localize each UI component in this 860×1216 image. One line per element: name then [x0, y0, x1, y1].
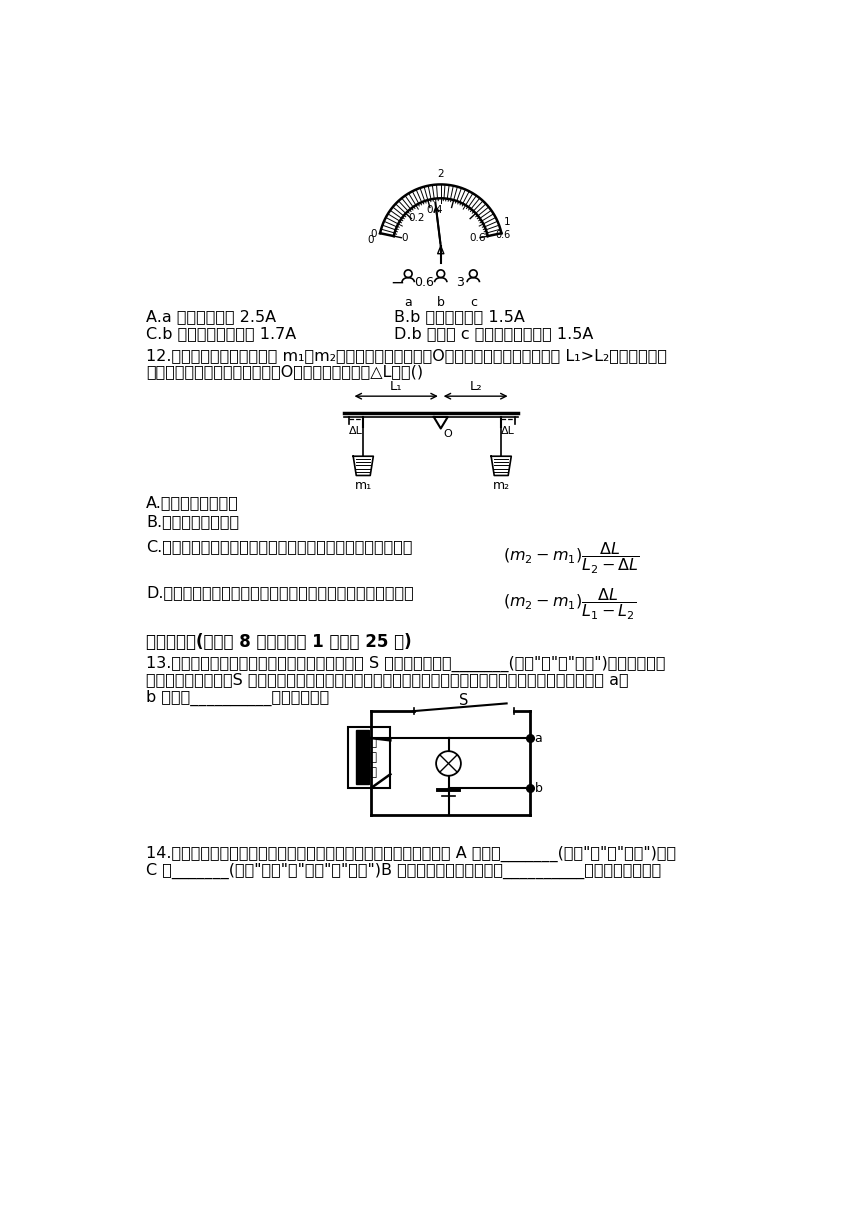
Text: O: O: [443, 429, 452, 439]
Text: L₂: L₂: [470, 381, 482, 393]
Text: a: a: [535, 732, 543, 744]
Text: 重力不计。若将两篮的悬挂点向O点移近相同的距离△L，则(): 重力不计。若将两篮的悬挂点向O点移近相同的距离△L，则(): [146, 365, 423, 379]
Text: 0: 0: [367, 235, 374, 244]
Text: C 点_______(选填"大于"、"小于"或"等于")B 点内能；整个过程是通过__________方式改变内能的。: C 点_______(选填"大于"、"小于"或"等于")B 点内能；整个过程是通…: [146, 863, 661, 879]
Text: 12.如图，用扁担担起质量为 m₁、m₂的货物，当人的肩处于O点时，扁担水平平衡，已知 L₁>L₂，扁担和篮的: 12.如图，用扁担担起质量为 m₁、m₂的货物，当人的肩处于O点时，扁担水平平衡…: [146, 348, 667, 362]
Text: m₂: m₂: [493, 479, 510, 491]
Text: 0.4: 0.4: [426, 204, 443, 214]
Text: 13.某定时炸弹，其引爆装置如图所示，定时开关 S 闭合后起爆器中_______(选填"有"或"没有")电流通过；当: 13.某定时炸弹，其引爆装置如图所示，定时开关 S 闭合后起爆器中_______…: [146, 655, 666, 672]
Text: $(m_2-m_1)\dfrac{\Delta L}{L_2-\Delta L}$: $(m_2-m_1)\dfrac{\Delta L}{L_2-\Delta L}…: [503, 540, 639, 576]
Text: b: b: [535, 782, 543, 794]
Text: A.a 导线中电流为 2.5A: A.a 导线中电流为 2.5A: [146, 309, 276, 325]
Text: 3: 3: [456, 276, 464, 288]
Text: a: a: [404, 295, 412, 309]
Text: 0.6: 0.6: [469, 233, 485, 243]
Bar: [355, 731, 370, 784]
Text: 起
爆
器: 起 爆 器: [370, 736, 377, 778]
Text: C.b 导线中电流可能为 1.7A: C.b 导线中电流可能为 1.7A: [146, 326, 297, 342]
Text: c: c: [470, 295, 476, 309]
Text: L₁: L₁: [390, 381, 402, 393]
Text: S: S: [459, 693, 469, 708]
Text: 0.6: 0.6: [495, 231, 511, 241]
Text: $(m_2-m_1)\dfrac{\Delta L}{L_1-L_2}$: $(m_2-m_1)\dfrac{\Delta L}{L_1-L_2}$: [503, 586, 636, 623]
Text: 0: 0: [401, 233, 408, 243]
Text: ΔL: ΔL: [349, 426, 363, 437]
Text: 1: 1: [504, 216, 510, 227]
Text: b 两处的__________处剪断导线。: b 两处的__________处剪断导线。: [146, 689, 329, 705]
Text: 2: 2: [438, 169, 444, 179]
Text: 14.如图是用酒精灯加热使冰熔化过程中温度随时间的变化图像，冰在 A 点内能_______(选填"为"或"不为")零，: 14.如图是用酒精灯加热使冰熔化过程中温度随时间的变化图像，冰在 A 点内能__…: [146, 846, 676, 862]
Text: 0: 0: [371, 229, 378, 238]
Text: D.要使扁担恢复水平平衡需再往某侧篮中加入货物，其质量为: D.要使扁担恢复水平平衡需再往某侧篮中加入货物，其质量为: [146, 585, 414, 599]
Circle shape: [436, 751, 461, 776]
Text: 0.6: 0.6: [415, 276, 434, 288]
Text: A.扁担仍能水平平衡: A.扁担仍能水平平衡: [146, 495, 239, 511]
Text: 0.2: 0.2: [408, 213, 425, 223]
Text: −: −: [390, 274, 404, 291]
Text: C.要使扁担恢复水平平衡需再往某侧篮中加入货物，其质量为: C.要使扁担恢复水平平衡需再往某侧篮中加入货物，其质量为: [146, 539, 413, 553]
Text: B.b 导线中电流为 1.5A: B.b 导线中电流为 1.5A: [394, 309, 525, 325]
Text: 二、填空题(本题共 8 小题，每空 1 分，共 25 分): 二、填空题(本题共 8 小题，每空 1 分，共 25 分): [146, 632, 412, 651]
Text: D.b 导线和 c 导线中电流之和为 1.5A: D.b 导线和 c 导线中电流之和为 1.5A: [394, 326, 593, 342]
Text: 设定起爆时间一到，S 会自动断开，电流通过起爆器引爆炸弹。为使引爆装置停止工作，拆弹专家应在图中 a、: 设定起爆时间一到，S 会自动断开，电流通过起爆器引爆炸弹。为使引爆装置停止工作，…: [146, 672, 629, 687]
Text: b: b: [437, 295, 445, 309]
Bar: [347, 726, 390, 788]
Text: ΔL: ΔL: [501, 426, 515, 437]
Text: B.扁担右端向下倾斜: B.扁担右端向下倾斜: [146, 514, 239, 529]
Text: m₁: m₁: [354, 479, 372, 491]
